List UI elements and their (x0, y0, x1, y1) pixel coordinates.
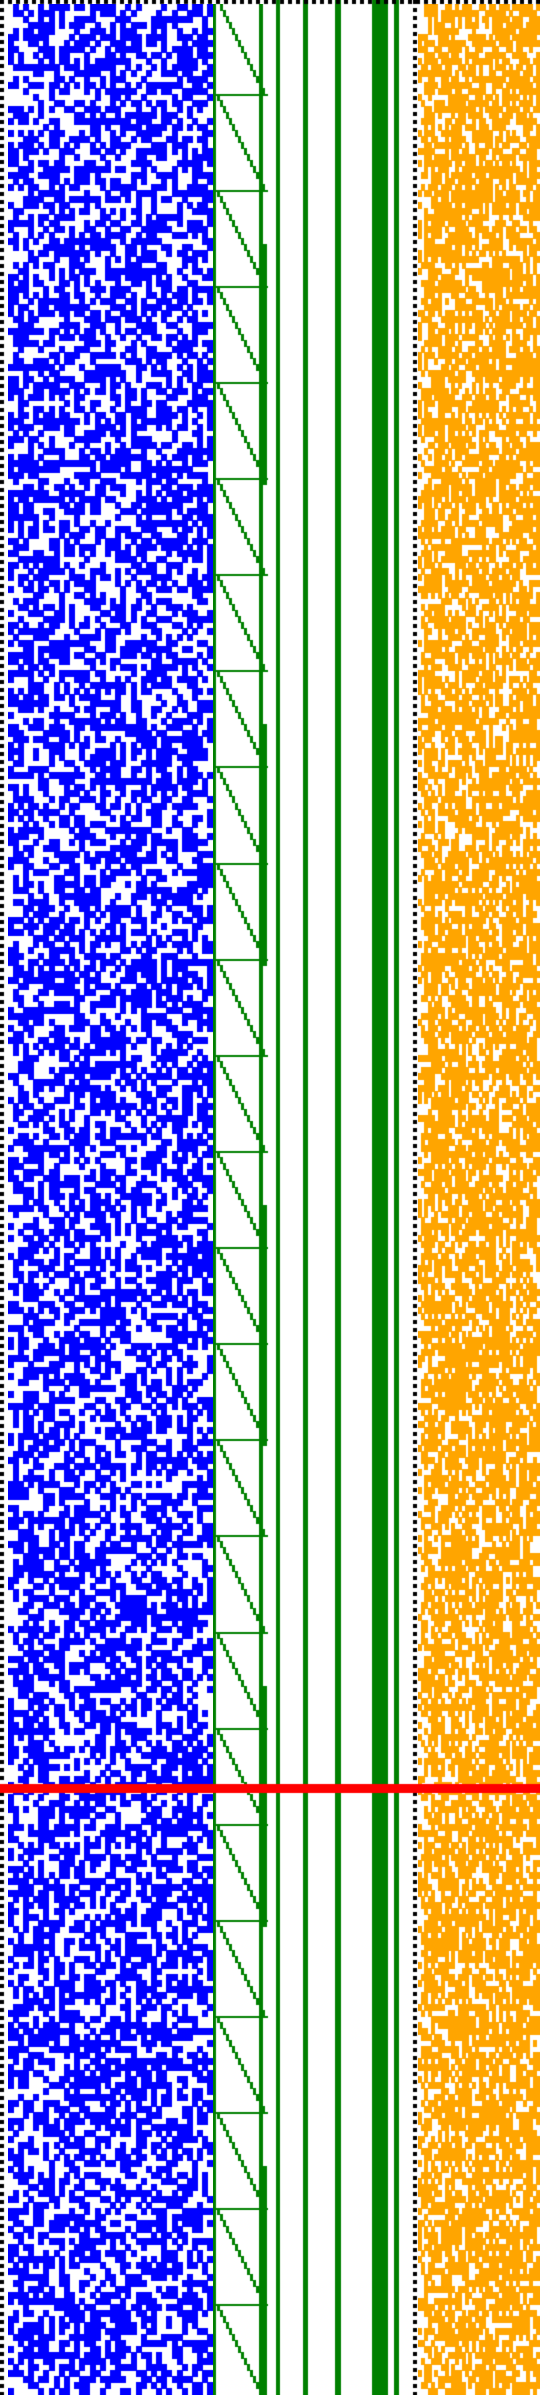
bit-pattern-visualization (0, 0, 540, 2395)
divider-and-marker-overlay (0, 0, 540, 2395)
